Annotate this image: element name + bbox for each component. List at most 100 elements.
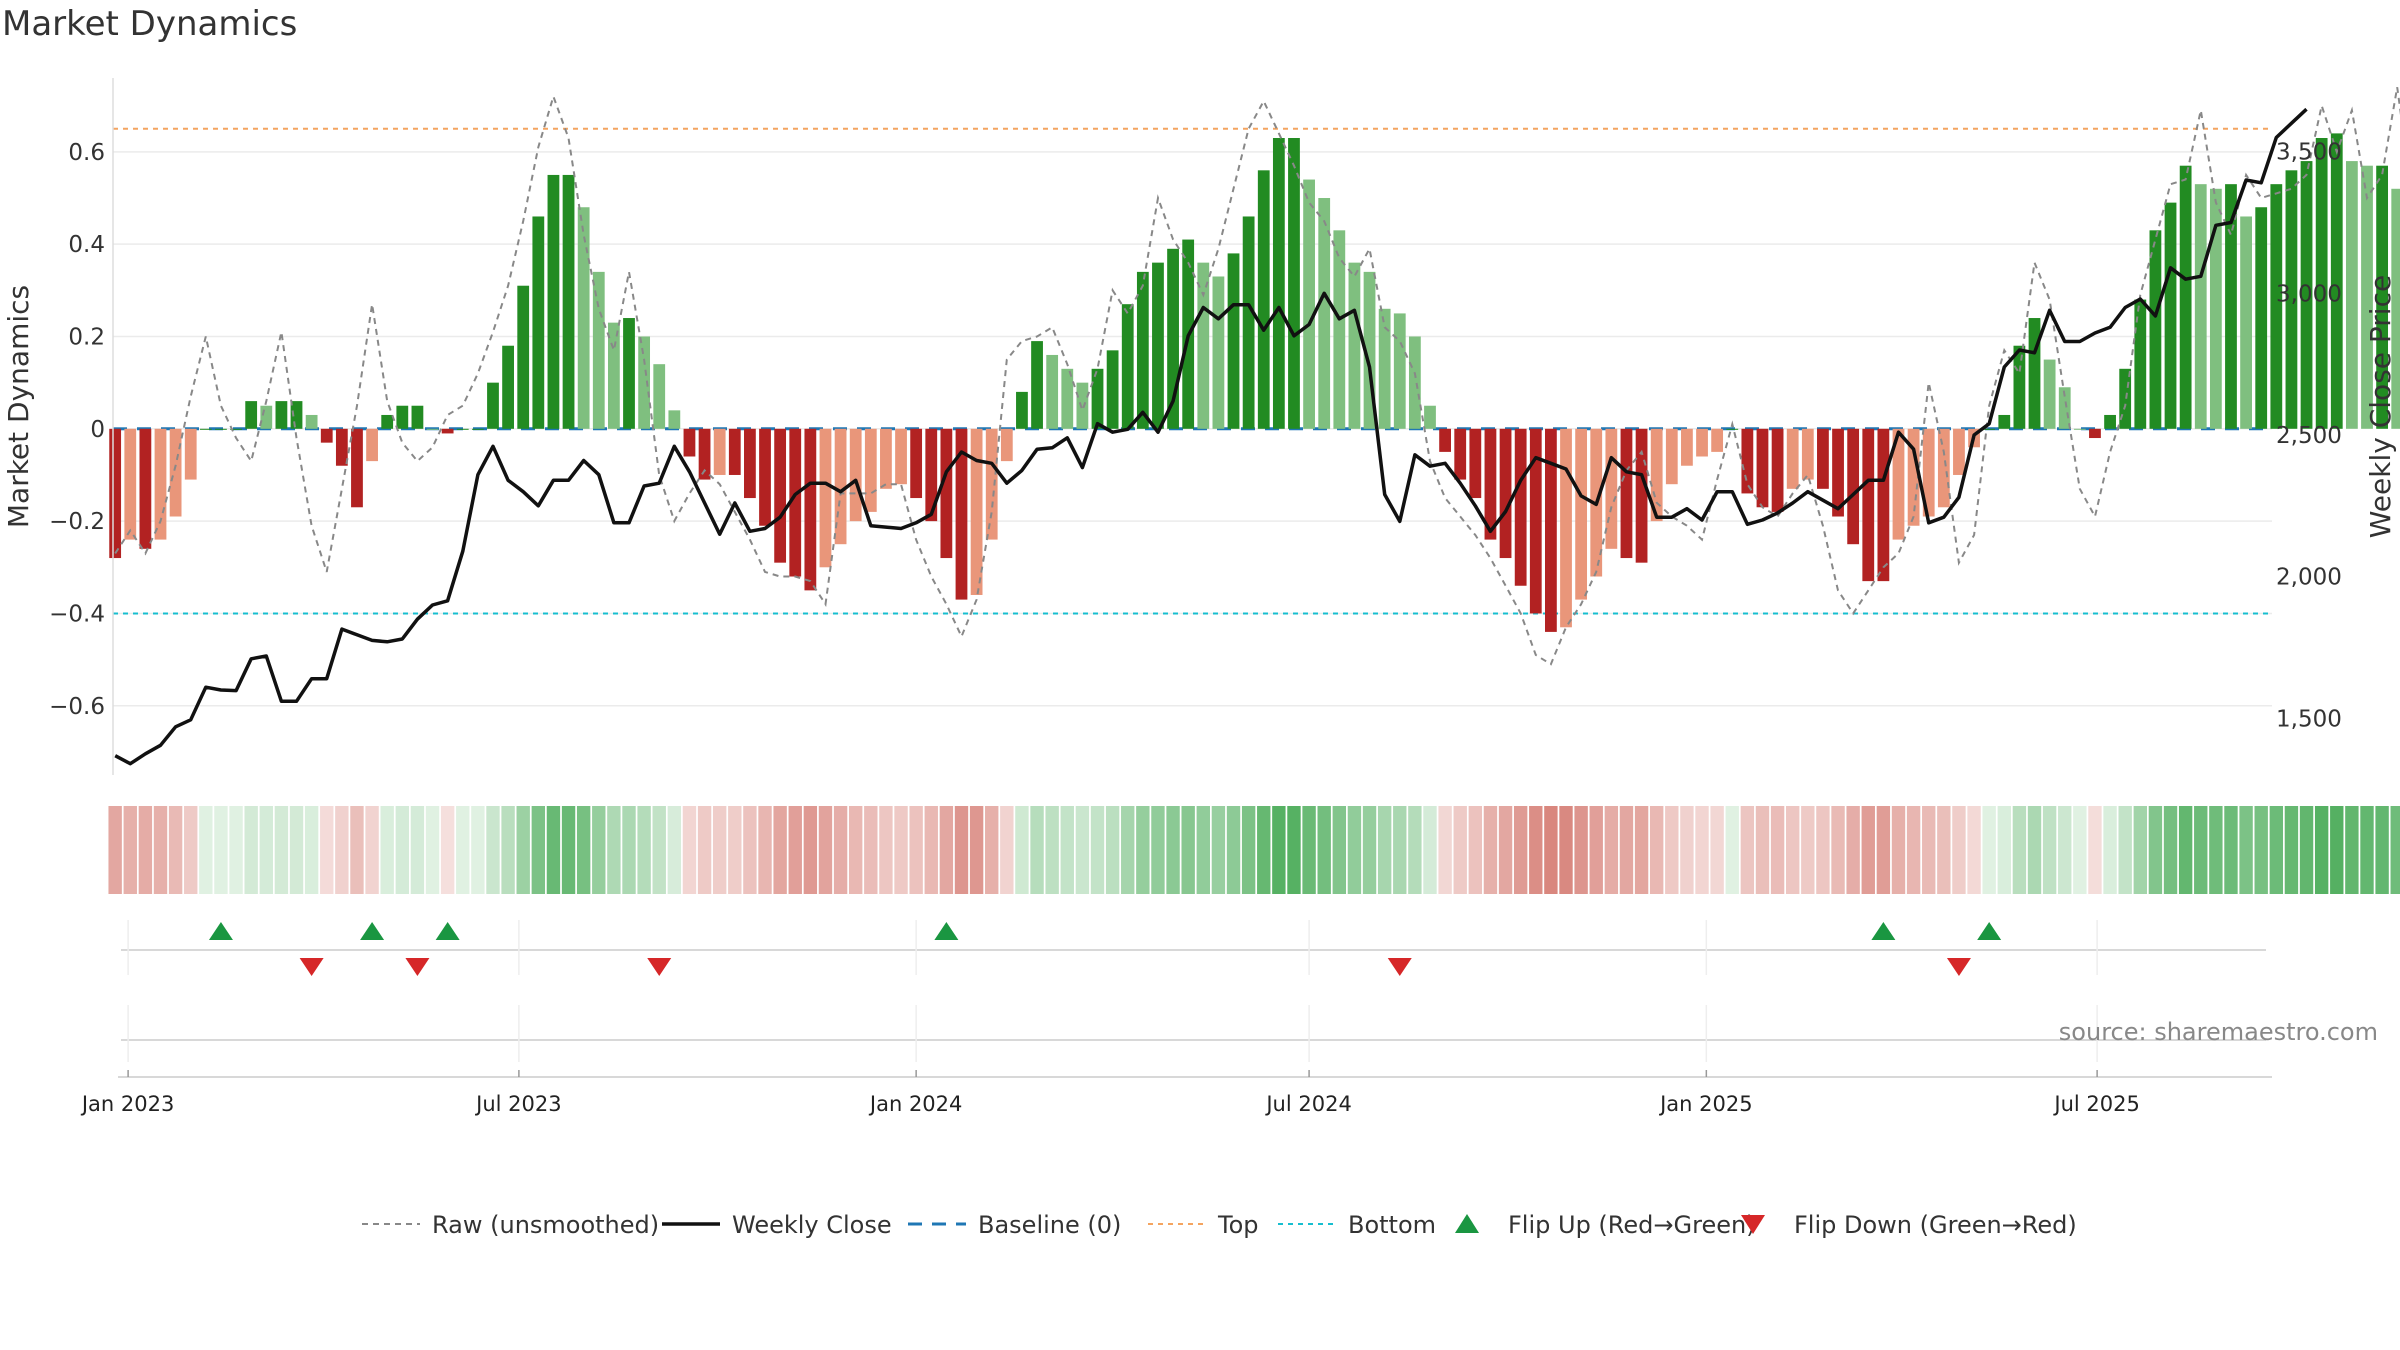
flip-up-marker xyxy=(934,922,959,940)
bar xyxy=(1832,428,1844,517)
source-label: source: sharemaestro.com xyxy=(2059,1018,2378,1046)
bar xyxy=(1514,428,1527,586)
strip-cell xyxy=(2254,806,2268,894)
bar xyxy=(1937,428,1950,508)
strip-cell xyxy=(1665,806,1679,894)
strip-cell xyxy=(456,806,470,894)
bar xyxy=(154,428,167,540)
strip-cell xyxy=(1272,806,1286,894)
y-tick-label: 0.2 xyxy=(68,324,105,350)
strip-cell xyxy=(1317,806,1331,894)
strip-cell xyxy=(335,806,349,894)
bar xyxy=(1257,170,1270,429)
bar xyxy=(653,364,666,429)
empty-panel xyxy=(121,1005,2266,1062)
bar xyxy=(562,174,575,429)
strip-cell xyxy=(471,806,485,894)
bar xyxy=(1469,428,1482,499)
bar xyxy=(1544,428,1557,632)
legend-swatch-flip-up xyxy=(1455,1214,1479,1233)
bar xyxy=(1016,391,1028,429)
bar xyxy=(985,428,998,540)
bar xyxy=(547,174,560,429)
bar xyxy=(2255,207,2268,429)
bar xyxy=(1922,428,1935,517)
bar xyxy=(2270,184,2283,429)
bar xyxy=(230,428,242,430)
bar xyxy=(1378,308,1391,429)
strip-cell xyxy=(909,806,923,894)
flip-down-marker xyxy=(1387,958,1412,976)
y-tick-label: 0 xyxy=(90,417,105,443)
bar xyxy=(1121,304,1134,429)
strip-cell xyxy=(1952,806,1966,894)
x-tick-label: Jul 2024 xyxy=(1264,1092,1351,1116)
bar xyxy=(1726,428,1739,430)
strip-cell xyxy=(1121,806,1135,894)
strip-cell xyxy=(425,806,440,894)
strip-cell xyxy=(758,806,772,894)
bar xyxy=(1560,428,1572,628)
bar xyxy=(1696,428,1708,457)
flip-down-marker xyxy=(1946,958,1971,976)
y2-tick-label: 3,500 xyxy=(2276,140,2342,166)
bar xyxy=(1605,428,1618,549)
y2-tick-label: 2,000 xyxy=(2276,565,2342,591)
strip-cell xyxy=(531,806,546,894)
strip-cell xyxy=(1226,806,1241,894)
strip-cell xyxy=(410,806,425,894)
bar xyxy=(124,428,137,540)
bar xyxy=(351,428,363,508)
strip-cell xyxy=(1816,806,1830,894)
bar xyxy=(2179,165,2192,429)
strip-cell xyxy=(1241,806,1256,894)
bar xyxy=(2134,299,2147,429)
bar xyxy=(1983,428,1996,430)
bar xyxy=(940,428,953,559)
bar xyxy=(1741,428,1754,494)
strip-cell xyxy=(1030,806,1044,894)
bar xyxy=(2149,230,2162,429)
strip-cell xyxy=(576,806,591,894)
strip-cell xyxy=(1000,806,1014,894)
bar xyxy=(426,428,439,430)
bar xyxy=(1635,428,1648,563)
strip-cell xyxy=(1861,806,1875,894)
legend-swatch-flip-down xyxy=(1741,1215,1765,1234)
flip-up-marker xyxy=(208,922,233,940)
raw-series xyxy=(114,87,2400,666)
strip-cell xyxy=(2163,806,2178,894)
bar xyxy=(910,428,923,499)
flip-markers xyxy=(121,920,2266,976)
y-tick-label: 0.6 xyxy=(68,140,105,166)
strip-cell xyxy=(1045,806,1059,894)
strip-cell xyxy=(2042,806,2057,894)
strip-cell xyxy=(2133,806,2147,894)
bar xyxy=(1091,368,1104,429)
bar xyxy=(2285,170,2298,429)
strip-cell xyxy=(1906,806,1921,894)
strip-cell xyxy=(1332,806,1347,894)
bar xyxy=(789,428,802,577)
strip-cell xyxy=(1105,806,1120,894)
bar xyxy=(1333,230,1346,429)
axes-layer: −0.6 −0.4 −0.2 0 0.2 0.4 0.6 1,500 2,000 2,500 3,0… xyxy=(2,78,2397,775)
strip-cell xyxy=(2073,806,2087,894)
strip-cell xyxy=(2345,806,2359,894)
bar xyxy=(970,428,983,595)
strip-cell xyxy=(1982,806,1996,894)
legend-label: Bottom xyxy=(1348,1211,1436,1239)
bar xyxy=(1650,428,1663,522)
strip-cell xyxy=(849,806,863,894)
bar xyxy=(2194,184,2207,429)
strip-cell xyxy=(168,806,183,894)
bar xyxy=(1484,428,1497,540)
strip-cell xyxy=(516,806,530,894)
strip-cell xyxy=(123,806,137,894)
strip-cell xyxy=(1060,806,1074,894)
strip-cell xyxy=(1181,806,1195,894)
strip-cell xyxy=(2390,806,2400,894)
bar xyxy=(169,428,182,517)
bar xyxy=(1998,414,2011,429)
